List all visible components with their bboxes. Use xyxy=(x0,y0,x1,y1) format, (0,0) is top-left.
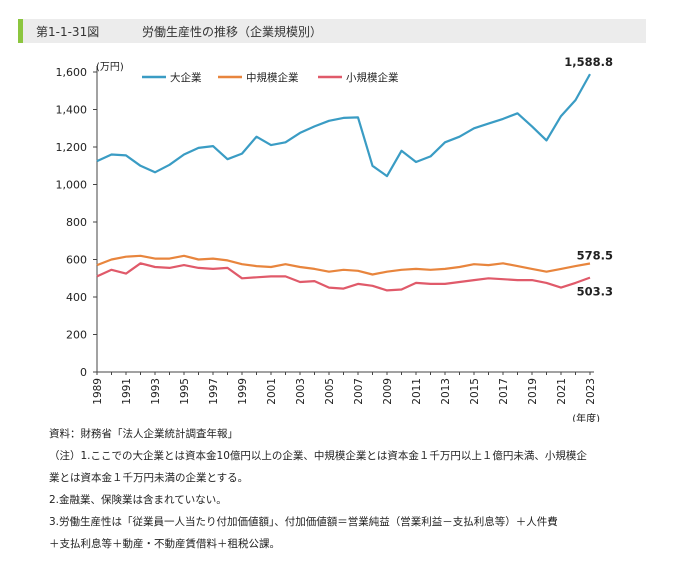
x-tick-label: 1991 xyxy=(121,378,133,405)
figure-title: 労働生産性の推移（企業規模別） xyxy=(142,25,323,39)
x-tick-label: 2011 xyxy=(411,378,423,405)
end-value-label-3: 503.3 xyxy=(577,285,613,299)
legend-label-1: 大企業 xyxy=(170,71,202,84)
source-note: 資料：財務省「法人企業統計調査年報」 xyxy=(49,428,238,440)
note-3-line-2: ＋支払利息等＋動産・不動産賃借料＋租税公課。 xyxy=(49,538,280,550)
series-line-3 xyxy=(96,262,591,292)
figure-number: 第1-1-31図 xyxy=(36,25,100,39)
x-tick-label: 1995 xyxy=(179,378,191,405)
y-tick-label: 600 xyxy=(66,254,87,267)
y-unit-label: (万円) xyxy=(96,62,124,73)
x-tick-label: 2001 xyxy=(266,378,278,405)
note-2: 2.金融業、保険業は含まれていない。 xyxy=(49,494,227,506)
y-tick-label: 1,000 xyxy=(56,179,88,192)
x-tick-label: 2017 xyxy=(498,378,510,405)
x-tick-label: 2023 xyxy=(585,378,597,405)
note-3-line-1: 3.労働生産性は「従業員一人当たり付加価値額」、付加価値額＝営業純益（営業利益－… xyxy=(49,516,558,528)
y-tick-label: 1,200 xyxy=(56,141,88,154)
notes: 資料：財務省「法人企業統計調査年報」 （注）1.ここでの大企業とは資本金10億円… xyxy=(49,423,669,555)
series-line-2 xyxy=(96,254,591,276)
x-tick-label: 2003 xyxy=(295,378,307,405)
y-tick-label: 800 xyxy=(66,216,87,229)
x-tick-label: 2015 xyxy=(469,378,481,405)
x-tick-label: 1997 xyxy=(208,378,220,405)
x-tick-label: 2019 xyxy=(527,378,539,405)
series-line-1 xyxy=(96,73,591,178)
line-chart: 0 200 400 600 800 1,000 1,200 1,400 1,600 (万円) 198… xyxy=(56,55,614,422)
figure-header: 第1-1-31図 労働生産性の推移（企業規模別） xyxy=(18,19,646,43)
x-tick-label: 2007 xyxy=(353,378,365,405)
header-accent-bar xyxy=(18,19,23,43)
x-tick-label: 2009 xyxy=(382,378,394,405)
note-1-line-1: （注）1.ここでの大企業とは資本金10億円以上の企業、中規模企業とは資本金１千万… xyxy=(49,450,587,462)
y-tick-label: 0 xyxy=(80,366,87,379)
x-tick-label: 2013 xyxy=(440,378,452,405)
x-tick-label: 1989 xyxy=(92,378,104,405)
legend-label-3: 小規模企業 xyxy=(346,71,399,84)
y-tick-label: 1,400 xyxy=(56,104,88,117)
legend-label-2: 中規模企業 xyxy=(246,71,299,84)
x-tick-label: 1993 xyxy=(150,378,162,405)
y-tick-label: 200 xyxy=(66,329,87,342)
x-tick-label: 2021 xyxy=(556,378,568,405)
x-tick-label: 1999 xyxy=(237,378,249,405)
y-tick-label: 400 xyxy=(66,291,87,304)
x-tick-label: 2005 xyxy=(324,378,336,405)
note-1-line-2: 業とは資本金１千万円未満の企業とする。 xyxy=(49,472,249,484)
x-unit-label: (年度) xyxy=(572,412,600,422)
end-value-label-1: 1,588.8 xyxy=(564,55,613,69)
end-value-label-2: 578.5 xyxy=(577,249,613,263)
y-tick-label: 1,600 xyxy=(56,66,88,79)
